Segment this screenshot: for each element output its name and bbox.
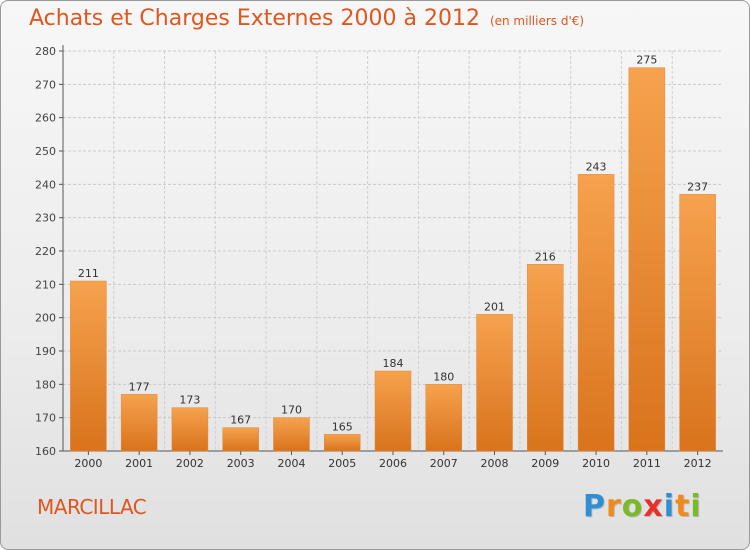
x-tick-label: 2000 — [74, 457, 102, 470]
y-tick-label: 170 — [35, 412, 56, 425]
logo-letter: r — [606, 489, 622, 524]
y-tick-label: 260 — [35, 112, 56, 125]
x-tick-label: 2005 — [328, 457, 356, 470]
x-tick-label: 2006 — [379, 457, 407, 470]
bar — [171, 407, 209, 452]
logo-letter: t — [675, 489, 691, 524]
bar-value-label: 275 — [636, 54, 657, 67]
x-tick-label: 2007 — [430, 457, 458, 470]
y-tick-label: 180 — [35, 378, 56, 391]
x-tick-label: 2008 — [481, 457, 509, 470]
bar-value-label: 216 — [535, 250, 556, 263]
logo-letter: i — [663, 489, 676, 524]
labels: 160 170 180 190 200 210 220 230 240 250 260 270 280 2… — [35, 45, 712, 470]
x-tick-label: 2012 — [684, 457, 712, 470]
bar — [273, 417, 310, 452]
bar-value-label: 170 — [281, 404, 302, 417]
bar-value-label: 180 — [433, 370, 454, 383]
y-tick-label: 160 — [35, 445, 56, 458]
proxiti-logo[interactable]: Proxiti — [583, 489, 702, 524]
bar-value-label: 211 — [78, 267, 99, 280]
bar-value-label: 177 — [129, 380, 150, 393]
bar-value-label: 201 — [484, 300, 505, 313]
logo-letter: P — [583, 489, 606, 524]
bar-value-label: 237 — [687, 180, 708, 193]
bar — [527, 264, 564, 452]
bar-value-label: 243 — [586, 160, 607, 173]
x-tick-label: 2001 — [125, 457, 153, 470]
bar — [374, 370, 412, 452]
y-tick-label: 270 — [35, 78, 56, 91]
bar — [323, 434, 361, 452]
y-tick-label: 250 — [35, 145, 56, 158]
y-tick-label: 220 — [35, 245, 56, 258]
bar-value-label: 184 — [383, 357, 404, 370]
bar — [70, 280, 107, 452]
x-tick-label: 2002 — [176, 457, 204, 470]
y-tick-label: 240 — [35, 178, 56, 191]
bar-value-label: 165 — [332, 420, 353, 433]
x-tick-label: 2003 — [227, 457, 255, 470]
x-tick-label: 2010 — [582, 457, 610, 470]
y-tick-label: 190 — [35, 345, 56, 358]
bar — [222, 427, 259, 452]
bar-value-label: 173 — [179, 394, 200, 407]
chart-subtitle: (en milliers d'€) — [489, 14, 585, 28]
bar-value-label: 167 — [230, 414, 251, 427]
commune-name: MARCILLAC — [37, 495, 147, 519]
bar — [476, 314, 513, 452]
bar — [577, 174, 615, 452]
logo-letter: i — [690, 489, 702, 524]
chart-title: Achats et Charges Externes 2000 à 2012 (e… — [29, 6, 584, 31]
logo-letter: o — [621, 489, 644, 524]
bars — [70, 67, 716, 452]
x-tick-label: 2011 — [633, 457, 661, 470]
y-tick-label: 230 — [35, 212, 56, 225]
bar — [120, 394, 158, 452]
x-tick-label: 2009 — [531, 457, 559, 470]
bar — [425, 384, 463, 452]
y-tick-label: 210 — [35, 278, 56, 291]
y-tick-label: 200 — [35, 312, 56, 325]
x-tick-label: 2004 — [277, 457, 305, 470]
bar — [679, 194, 716, 452]
y-tick-label: 280 — [35, 45, 56, 58]
logo-letter: x — [643, 489, 664, 524]
bar — [628, 67, 666, 452]
chart-title-text: Achats et Charges Externes 2000 à 2012 — [29, 6, 480, 31]
